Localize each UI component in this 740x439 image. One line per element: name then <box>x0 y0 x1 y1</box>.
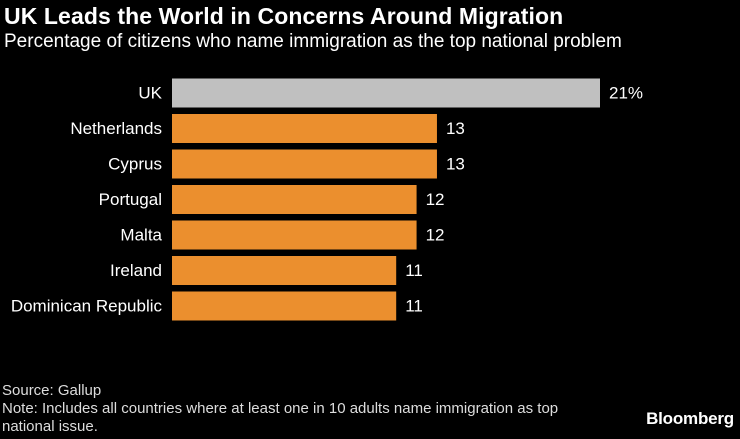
value-label-ireland: 11 <box>405 261 423 280</box>
source-note: Source: Gallup <box>2 382 102 399</box>
chart-subtitle: Percentage of citizens who name immigrat… <box>4 31 622 52</box>
bloomberg-logo: Bloomberg <box>646 409 734 428</box>
category-label-uk: UK <box>138 84 162 103</box>
category-label-ireland: Ireland <box>110 261 162 280</box>
bar-cyprus <box>172 149 437 179</box>
chart-title: UK Leads the World in Concerns Around Mi… <box>4 3 564 29</box>
bar-dominican-republic <box>172 291 397 321</box>
value-label-cyprus: 13 <box>446 155 465 174</box>
bar-ireland <box>172 256 397 285</box>
bar-malta <box>172 220 417 250</box>
category-label-portugal: Portugal <box>99 190 162 209</box>
category-label-dominican-republic: Dominican Republic <box>11 297 163 316</box>
value-label-dominican-republic: 11 <box>405 297 423 316</box>
category-label-netherlands: Netherlands <box>70 119 162 138</box>
bar-netherlands <box>172 114 437 143</box>
value-label-netherlands: 13 <box>446 119 465 138</box>
category-label-cyprus: Cyprus <box>108 155 162 174</box>
value-label-uk: 21% <box>609 84 643 103</box>
value-label-portugal: 12 <box>426 190 445 209</box>
methodology-note: Note: Includes all countries where at le… <box>2 400 559 435</box>
bar-uk <box>172 78 600 108</box>
value-label-malta: 12 <box>426 226 445 245</box>
chart-footer: Source: Gallup Note: Includes all countr… <box>2 382 562 436</box>
bar-portugal <box>172 185 417 214</box>
bar-chart: UK 21% Netherlands 13 Cyprus 13 Portugal 12 Malt… <box>11 78 643 321</box>
category-label-malta: Malta <box>120 226 162 245</box>
